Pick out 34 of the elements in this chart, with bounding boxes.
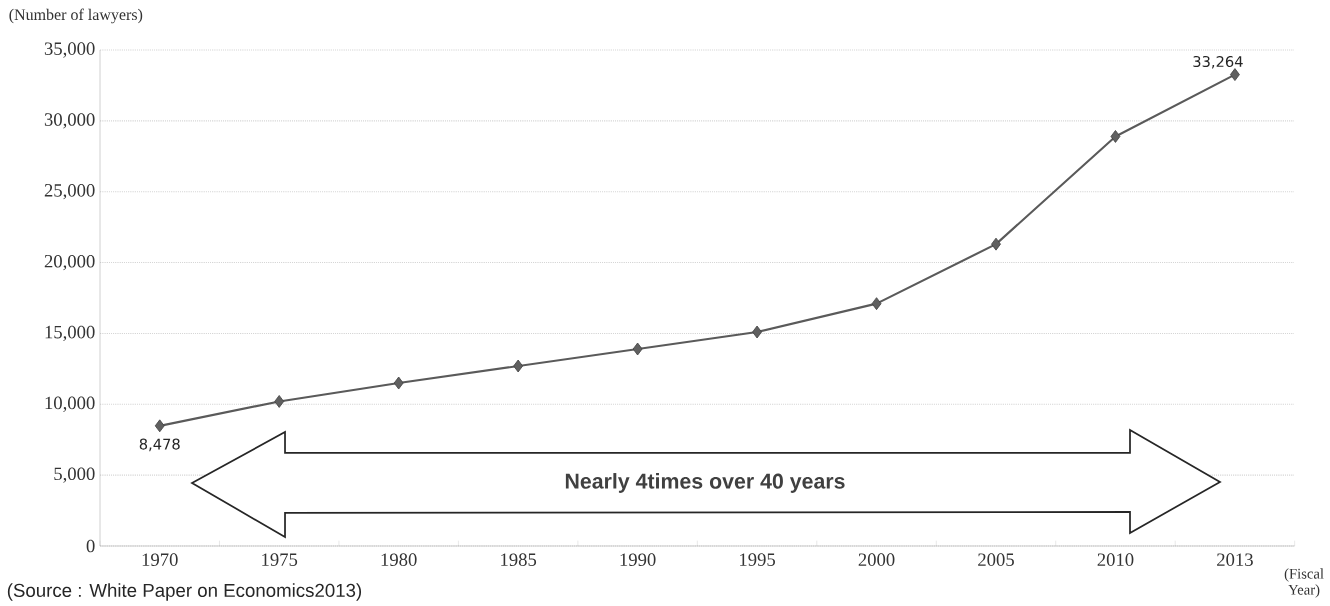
x-tick-label: 2000 (858, 553, 895, 566)
point (871, 297, 882, 311)
y-tick-label: 10,000 (45, 396, 95, 412)
x-tick-label: 1975 (262, 553, 298, 566)
point (632, 342, 643, 356)
point (513, 359, 524, 373)
data-label: 33,264 (1193, 55, 1243, 69)
x-tick-label: 2010 (1097, 553, 1134, 566)
y-tick-label: 15,000 (45, 325, 95, 342)
data-label: 8,478 (139, 438, 180, 452)
point (393, 376, 404, 390)
y-axis-title: (Number of lawyers) (9, 8, 143, 24)
x-tick-label: 2005 (978, 553, 1014, 566)
point (1230, 68, 1240, 81)
y-tick-label: 35,000 (44, 42, 95, 58)
x-tick-label: 1970 (142, 553, 178, 566)
point (752, 325, 762, 339)
point (991, 237, 1001, 251)
x-tick-label: 1980 (381, 553, 417, 566)
text: (Source : White Paper on Economics2013) (7, 583, 362, 601)
point (154, 419, 165, 433)
y-tick-label: 25,000 (44, 184, 95, 200)
x-tick-label: 2013 (1217, 553, 1253, 566)
annotation: Nearly 4times over 40 years (565, 473, 845, 493)
y-tick-label: 20,000 (44, 254, 95, 271)
x-tick-label: 1995 (740, 553, 776, 566)
point (1110, 130, 1121, 143)
point (274, 395, 285, 408)
y-tick-label: 30,000 (44, 113, 95, 129)
x-tick-label: 1990 (620, 553, 656, 566)
y-tick-label: 0 (86, 539, 95, 553)
x-tick-label: 1985 (501, 553, 537, 566)
y-tick-label: 5,000 (54, 467, 95, 483)
x-axis-title: (Fiscal Year) (1284, 568, 1324, 598)
